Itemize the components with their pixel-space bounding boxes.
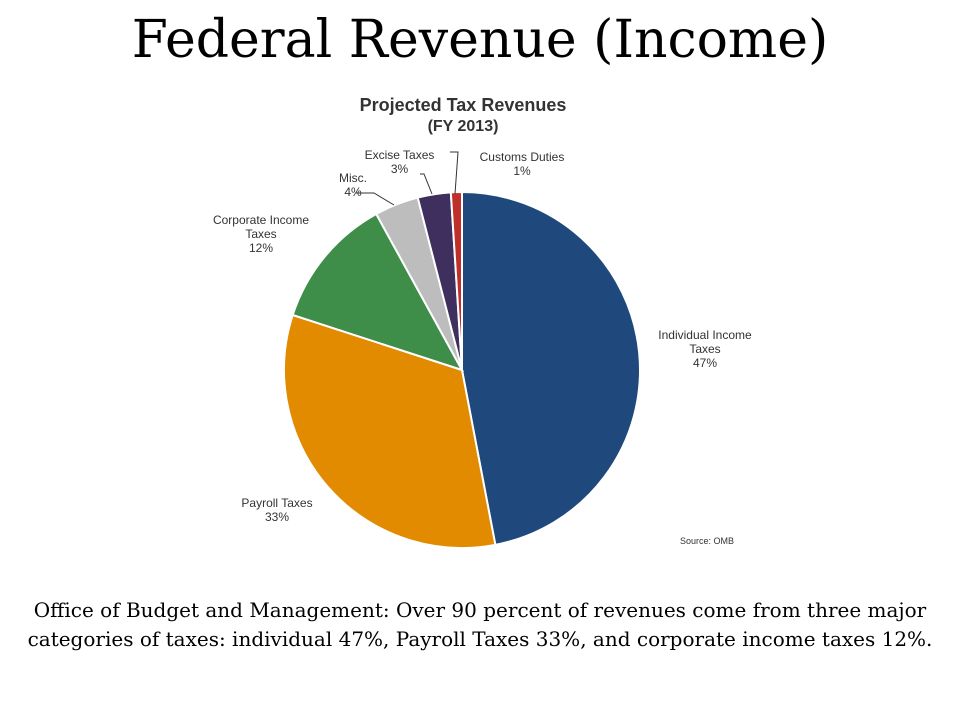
chart-source: Source: OMB [680,536,735,546]
slice-label-name: Misc. [339,171,367,185]
slice-label-name: Excise Taxes [364,148,435,162]
slice-label: Payroll Taxes 33% [222,496,332,524]
leader-line [450,151,459,195]
slice-label: Individual Income Taxes 47% [640,328,770,370]
chart-subtitle: (FY 2013) [427,118,499,135]
slice-label-value: 33% [264,510,290,524]
slice-label-value: 47% [692,356,718,370]
slide-caption: Office of Budget and Management: Over 90… [27,598,933,651]
slice-label-name: Customs Duties [479,150,565,164]
slice-label-name: Individual Income Taxes [658,328,752,356]
slice-label-value: 3% [390,162,409,176]
slice-label-name: Corporate Income Taxes [212,213,310,241]
slice-label-value: 4% [344,185,362,199]
pie-slice-customs-duties [449,190,463,371]
slice-label: Excise Taxes 3% [352,148,447,176]
chart-title-block: Projected Tax Revenues (FY 2013) [0,94,926,138]
pie-slice-individual-income-taxes [461,190,641,547]
slice-label: Misc. 4% [318,171,388,199]
leader-line [420,173,433,195]
slide-title: Federal Revenue (Income) [131,10,829,70]
chart-title: Projected Tax Revenues [359,95,567,115]
pie-slice-payroll-taxes [283,313,497,549]
slice-label-value: 1% [513,164,531,178]
slice-label-name: Payroll Taxes [241,496,313,510]
slice-label: Corporate Income Taxes 12% [196,213,326,255]
slice-label-value: 12% [248,241,274,255]
slice-label: Customs Duties 1% [452,150,592,178]
pie-slice-corporate-income-taxes [291,212,465,372]
leader-line [356,192,395,206]
